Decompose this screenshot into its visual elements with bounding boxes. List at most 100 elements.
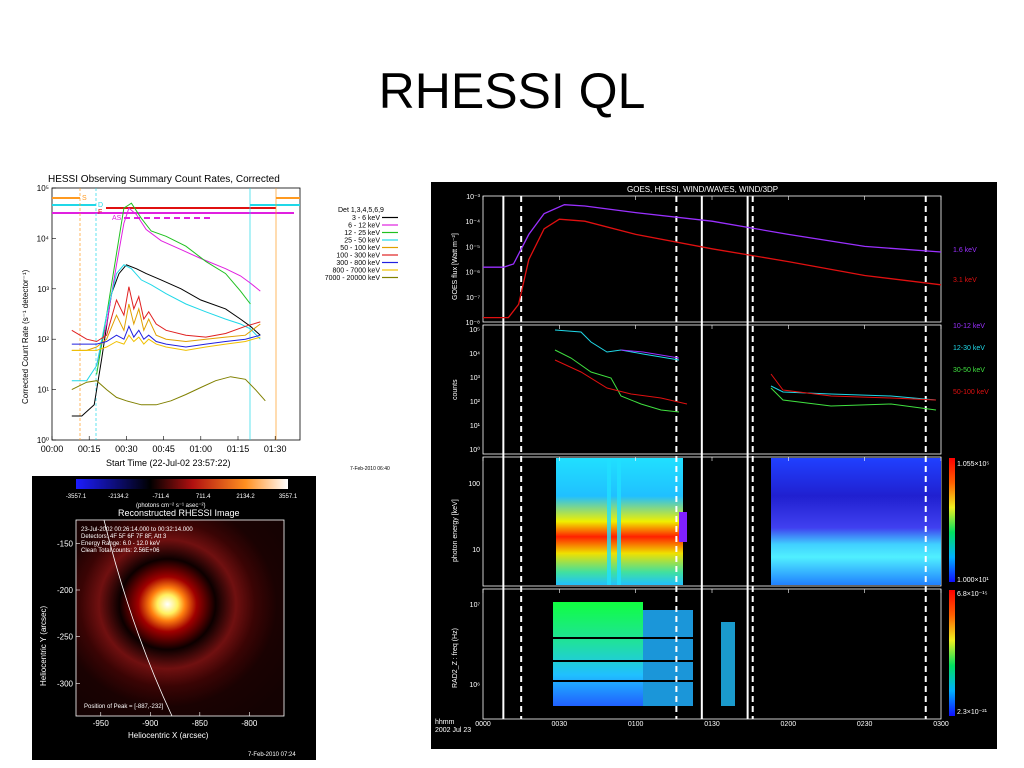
c1-legend-label: 12 - 25 keV [344,230,380,237]
c1-title: HESSI Observing Summary Count Rates, Cor… [48,174,280,185]
c2-y-tick-label: -150 [57,539,74,548]
c1-legend-label: 7000 - 20000 keV [325,275,381,282]
c3-y-tick-label: 10⁵ [469,327,480,334]
c3-x-tick-label: 0100 [628,721,644,728]
c3-x-tick-label: 0030 [552,721,568,728]
c2-colorbar-tick: 2134.2 [236,494,255,500]
c3-title: GOES, HESSI, WIND/WAVES, WIND/3DP [627,185,778,194]
c2-xlabel: Heliocentric X (arcsec) [128,731,209,740]
c1-legend-label: 6 - 12 keV [348,223,380,230]
slide-title: RHESSI QL [378,63,646,119]
c3-y-tick-label: 100 [468,481,480,488]
c3-spectrogram-body [771,458,941,585]
c3-goes-line [483,218,942,319]
c1-x-tick-label: 00:45 [152,444,175,454]
c1-flag-label-s: S [82,195,87,202]
c3-y-tick-label: 10⁶ [469,682,480,689]
c2-peak-label: Position of Peak = [-887,-232] [84,704,164,710]
c2-colorbar-tick: -3557.1 [66,494,87,500]
c3-y-tick-label: 10⁻³ [466,194,480,201]
c3-counts-line [554,359,688,405]
c1-series-line [71,376,266,406]
c2-colorbar [76,479,288,489]
c1-flag-label-f: F [98,209,102,216]
c3-radio-band [553,680,693,682]
c3-spectrogram-band [679,512,687,542]
c1-x-tick-label: 01:15 [227,444,250,454]
c3-counts-line [770,373,937,401]
c2-colorbar-tick: -711.4 [153,494,170,500]
c2-x-tick-label: -800 [241,719,258,728]
c1-xlabel: Start Time (22-Jul-02 23:57:22) [106,458,231,468]
c3-counts-line [554,349,680,413]
c1-series-line [71,264,261,382]
c3-y-tick-label: 10³ [470,375,481,382]
c3-y-tick-label: 10⁻⁸ [466,320,480,327]
c3-ylabel-goes: GOES flux [Watt m⁻²] [452,233,459,300]
c3-goes-legend: 3.1 keV [953,277,977,284]
c3-y-tick-label: 10² [470,399,481,406]
c3-x-caption: 2002 Jul 23 [435,727,471,734]
c3-spectrogram-band [617,458,621,585]
c3-cb-max: 1.055×10⁵ [957,461,989,468]
c1-footer: 7-Feb-2010 06:40 [350,466,390,472]
c1-legend-label: 300 - 800 keV [336,260,380,267]
c1-flag-label-as: AS [112,215,122,222]
c2-x-tick-label: -900 [142,719,159,728]
c2-y-tick-label: -250 [57,633,74,642]
c3-x-tick-label: 0300 [933,721,949,728]
c3-cb-min: 2.3×10⁻²¹ [957,709,988,716]
c1-y-tick-label: 10⁵ [37,184,49,193]
c2-footer: 7-Feb-2010 07:24 [248,752,296,758]
c1-y-tick-label: 10⁰ [37,436,49,445]
c1-legend-label: 800 - 7000 keV [333,268,381,275]
c3-counts-legend: 10-12 keV [953,323,985,330]
c2-colorbar-tick: 3557.1 [279,494,298,500]
reconstructed-image-panel: -3557.1 -2134.2 -711.4 711.4 2134.2 3557.1 (p… [32,476,316,760]
c1-legend-label: 25 - 50 keV [344,238,380,245]
c2-colorbar-tick: -2134.2 [108,494,129,500]
c3-y-tick-label: 10 [472,547,480,554]
c3-cb-min: 1.000×10¹ [957,577,989,584]
c1-series-line [96,207,261,366]
c2-x-tick-label: -950 [93,719,110,728]
c1-x-tick-label: 01:30 [264,444,287,454]
c3-counts-legend: 50-100 keV [953,389,989,396]
c3-radio-body [721,622,735,706]
c3-y-tick-label: 10¹ [470,423,481,430]
c2-y-tick-label: -300 [57,679,74,688]
c3-goes-legend: 1.6 keV [953,247,977,254]
c1-x-tick-label: 00:30 [115,444,138,454]
c3-counts-line [770,385,937,401]
c3-y-tick-label: 10⁰ [469,446,480,454]
c3-counts-legend: 12-30 keV [953,345,985,352]
c1-x-tick-label: 00:00 [41,444,64,454]
c3-y-tick-label: 10⁷ [470,602,481,609]
c1-series-line [71,325,261,348]
c3-radio-band [553,660,693,662]
c3-goes-line [483,204,942,268]
c3-radio-body [553,602,643,706]
c1-x-tick-label: 01:00 [190,444,213,454]
c2-image [76,520,284,716]
c1-legend-label: 100 - 300 keV [336,253,380,260]
c3-x-tick-label: 0000 [475,721,491,728]
c1-series-line [71,286,261,343]
count-rate-chart: HESSI Observing Summary Count Rates, Cor… [21,174,398,472]
c1-plot-area [51,187,301,441]
c1-flag-label-d: D [98,202,103,209]
c1-y-tick-label: 10⁴ [37,234,50,243]
c3-ylabel-counts: counts [452,379,459,400]
c2-info-line: Energy Range: 6.0 - 12.0 keV [81,541,160,547]
c3-y-tick-label: 10⁴ [469,351,480,358]
c3-counts-line [620,349,680,359]
c1-x-tick-label: 00:15 [78,444,101,454]
c1-ylabel: Corrected Count Rate (s⁻¹ detector⁻¹) [21,269,30,404]
c3-radio-body [643,610,693,706]
c1-series-line [71,303,261,351]
c3-x-tick-label: 0130 [704,721,720,728]
goes-hessi-wind-stack: GOES, HESSI, WIND/WAVES, WIND/3DP 1.6 ke… [431,182,997,749]
c3-counts-line [770,387,937,411]
c3-ylabel-energy: photon energy [keV] [452,499,459,562]
c3-counts-legend: 30-50 keV [953,367,985,374]
